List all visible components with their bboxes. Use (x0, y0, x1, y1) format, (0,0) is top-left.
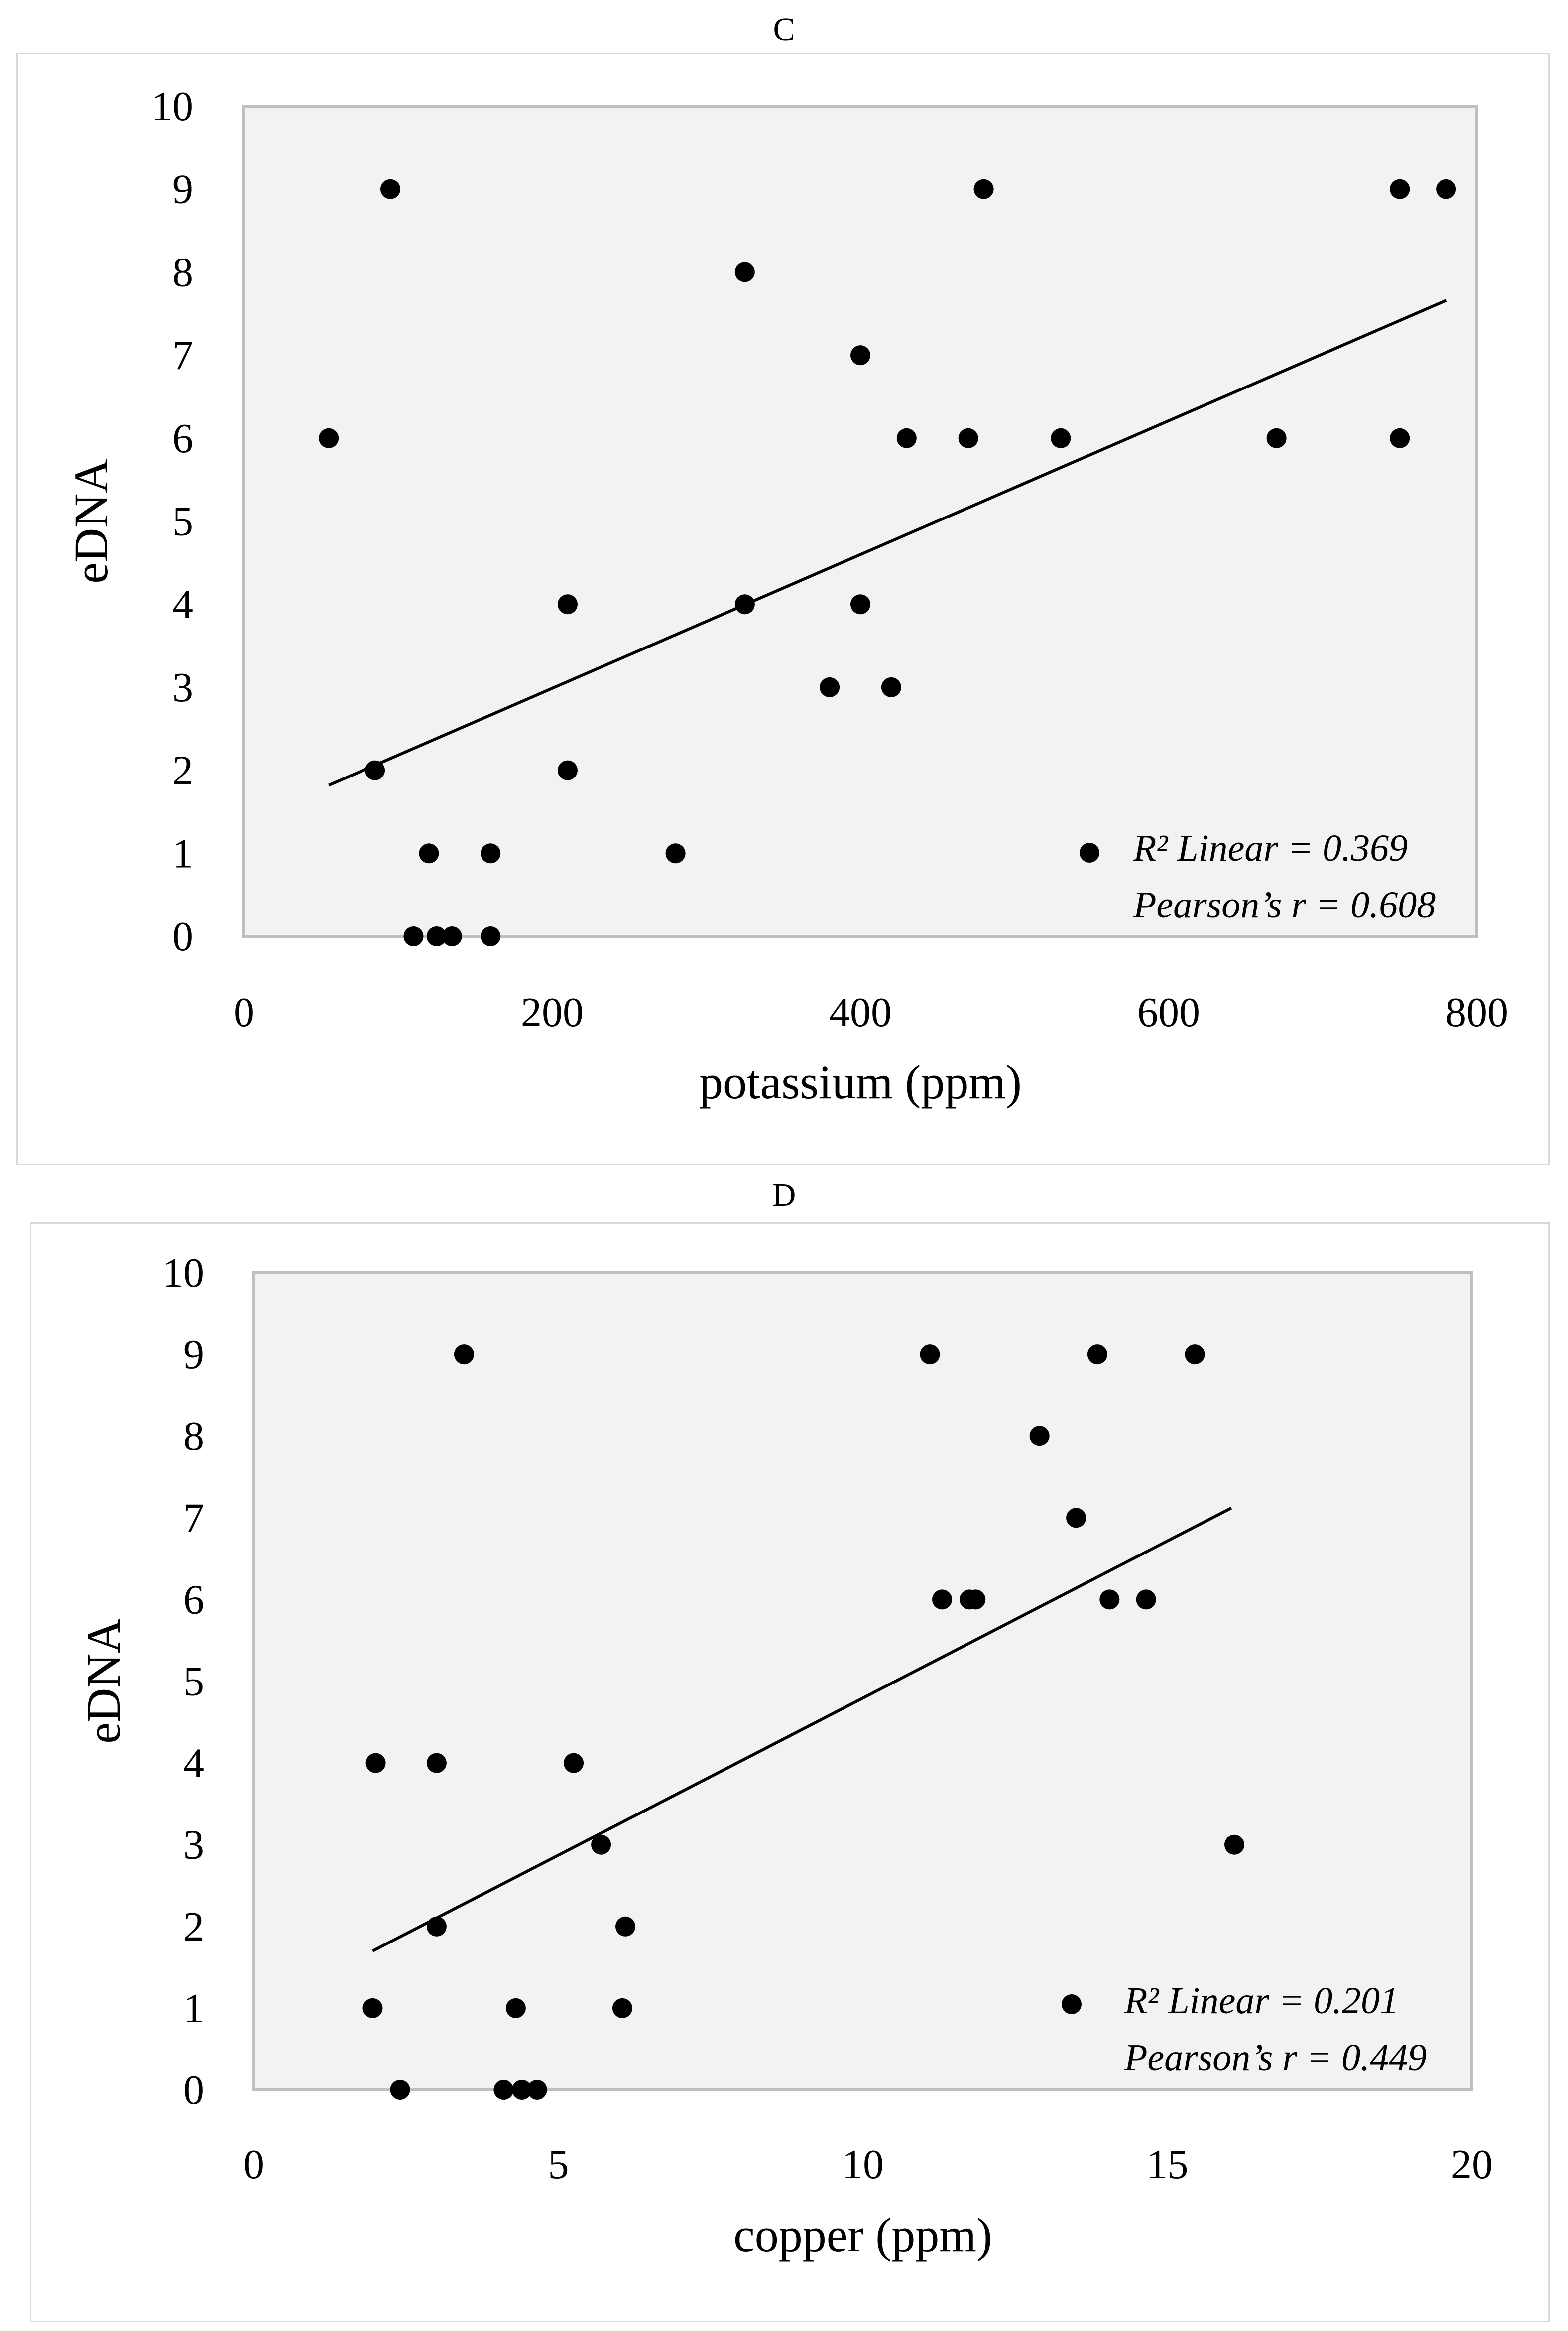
y-tick-label-d: 2 (183, 1904, 204, 1950)
y-tick-label-c: 7 (172, 332, 193, 379)
data-point-c (850, 594, 870, 615)
legend-r2-c: R² Linear = 0.369 (1133, 827, 1408, 869)
y-tick-label-d: 9 (183, 1331, 204, 1378)
data-point-d (426, 1753, 447, 1773)
data-point-d (591, 1834, 611, 1855)
data-point-d (1066, 1508, 1086, 1528)
chart-title-c: C (773, 11, 795, 48)
data-point-c (442, 926, 462, 946)
data-point-d (390, 2080, 410, 2100)
data-point-d (426, 1916, 447, 1937)
x-axis-label-d: copper (ppm) (733, 2208, 992, 2262)
data-point-c (481, 843, 501, 864)
x-tick-label-d: 0 (243, 2141, 264, 2188)
data-point-d (932, 1589, 952, 1610)
data-point-c (958, 428, 978, 448)
y-tick-label-c: 10 (151, 83, 193, 130)
legend-pearson-d: Pearson’s r = 0.449 (1124, 2037, 1427, 2078)
data-point-c (665, 843, 686, 864)
data-point-c (380, 179, 401, 199)
x-tick-label-c: 200 (521, 989, 584, 1036)
y-tick-label-d: 8 (183, 1413, 204, 1459)
y-tick-label-d: 3 (183, 1822, 204, 1868)
x-tick-label-d: 10 (842, 2141, 884, 2188)
data-point-d (1087, 1344, 1107, 1365)
data-point-c (403, 926, 424, 946)
data-point-c (557, 594, 578, 615)
legend-r2-d: R² Linear = 0.201 (1124, 1980, 1399, 2022)
y-axis-label-d: eDNA (77, 1619, 130, 1744)
data-point-c (734, 594, 755, 615)
data-point-d (505, 1998, 526, 2018)
y-tick-label-d: 7 (183, 1495, 204, 1541)
x-tick-label-c: 600 (1137, 989, 1200, 1036)
y-tick-label-d: 1 (183, 1985, 204, 2032)
y-tick-label-c: 3 (172, 664, 193, 711)
data-point-c (850, 345, 870, 366)
data-point-c (896, 428, 917, 448)
data-point-d (1136, 1589, 1156, 1610)
data-point-d (920, 1344, 940, 1365)
data-point-c (365, 760, 385, 780)
y-tick-label-d: 6 (183, 1576, 204, 1623)
legend-marker-c (1080, 843, 1099, 863)
data-point-c (557, 760, 578, 780)
x-axis-label-c: potassium (ppm) (699, 1055, 1022, 1109)
y-tick-label-c: 0 (172, 913, 193, 960)
x-tick-label-c: 400 (829, 989, 892, 1036)
data-point-d (454, 1344, 474, 1365)
data-point-c (1051, 428, 1071, 448)
data-point-d (612, 1998, 632, 2018)
data-point-c (481, 926, 501, 946)
y-tick-label-d: 10 (162, 1250, 204, 1296)
legend-pearson-c: Pearson’s r = 0.608 (1133, 884, 1436, 926)
data-point-c (319, 428, 339, 448)
data-point-d (493, 2080, 514, 2100)
y-tick-label-c: 5 (172, 499, 193, 545)
x-tick-label-c: 0 (234, 989, 254, 1036)
data-point-d (965, 1589, 986, 1610)
y-axis-label-c: eDNA (64, 459, 118, 584)
legend-marker-d (1062, 1994, 1082, 2014)
x-tick-label-d: 20 (1451, 2141, 1493, 2188)
data-point-d (564, 1753, 584, 1773)
trendline-d (372, 1506, 1232, 1952)
data-point-d (1224, 1834, 1245, 1855)
data-point-c (881, 677, 901, 697)
data-point-d (1185, 1344, 1205, 1365)
data-point-c (419, 843, 439, 864)
x-tick-label-c: 800 (1446, 989, 1508, 1036)
chart-title-d: D (772, 1177, 796, 1213)
data-point-c (1436, 179, 1456, 199)
y-tick-label-c: 6 (172, 415, 193, 462)
data-point-c (426, 926, 447, 946)
data-point-c (973, 179, 994, 199)
data-point-c (734, 262, 755, 282)
y-tick-label-d: 5 (183, 1659, 204, 1705)
y-tick-label-d: 4 (183, 1740, 204, 1787)
plot-area-d (252, 1271, 1473, 2091)
data-point-d (615, 1916, 636, 1937)
data-point-d (1099, 1589, 1120, 1610)
y-tick-label-c: 1 (172, 830, 193, 877)
data-point-c (820, 677, 840, 697)
data-point-c (1266, 428, 1287, 448)
y-tick-label-c: 2 (172, 748, 193, 794)
data-point-d (362, 1998, 383, 2018)
y-tick-label-c: 4 (172, 581, 193, 628)
x-tick-label-d: 15 (1147, 2141, 1189, 2188)
x-tick-label-d: 5 (548, 2141, 569, 2188)
data-point-d (1029, 1426, 1050, 1446)
plot-area-c (242, 105, 1478, 938)
data-point-d (512, 2080, 532, 2100)
y-tick-label-c: 8 (172, 249, 193, 295)
trendline-c (328, 299, 1447, 787)
y-tick-label-c: 9 (172, 166, 193, 213)
data-point-d (365, 1753, 386, 1773)
y-tick-label-d: 0 (183, 2067, 204, 2113)
data-point-c (1390, 179, 1410, 199)
data-point-c (1390, 428, 1410, 448)
data-point-d (527, 2080, 547, 2100)
